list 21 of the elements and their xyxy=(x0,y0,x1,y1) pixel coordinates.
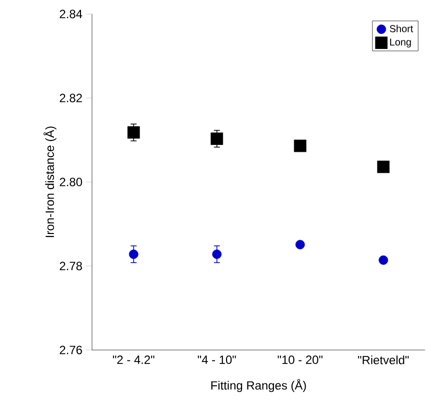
legend-label: Short xyxy=(390,24,414,32)
x-tick-label: "4 - 10" xyxy=(198,356,236,364)
x-axis-title: Fitting Ranges (Å) xyxy=(211,379,306,392)
x-tick-label: "Rietveld" xyxy=(358,356,409,364)
y-tick-label: 2.82 xyxy=(60,94,82,102)
y-tick-label: 2.78 xyxy=(60,262,82,270)
y-tick-label: 2.80 xyxy=(60,178,82,186)
point xyxy=(295,240,305,250)
x-tick-label: "2 - 4.2" xyxy=(112,356,154,364)
legend-label: Long xyxy=(390,38,411,48)
point xyxy=(128,250,138,259)
y-tick-label: 2.76 xyxy=(60,346,82,354)
point xyxy=(377,160,390,174)
point xyxy=(210,132,224,145)
point xyxy=(294,140,306,152)
point xyxy=(127,126,140,139)
x-tick-label: "10 - 20" xyxy=(278,356,322,364)
y-tick-label: 2.84 xyxy=(60,10,82,18)
point xyxy=(212,250,222,259)
point xyxy=(378,255,388,265)
y-axis-title: Iron-Iron distance (Å) xyxy=(43,126,56,238)
